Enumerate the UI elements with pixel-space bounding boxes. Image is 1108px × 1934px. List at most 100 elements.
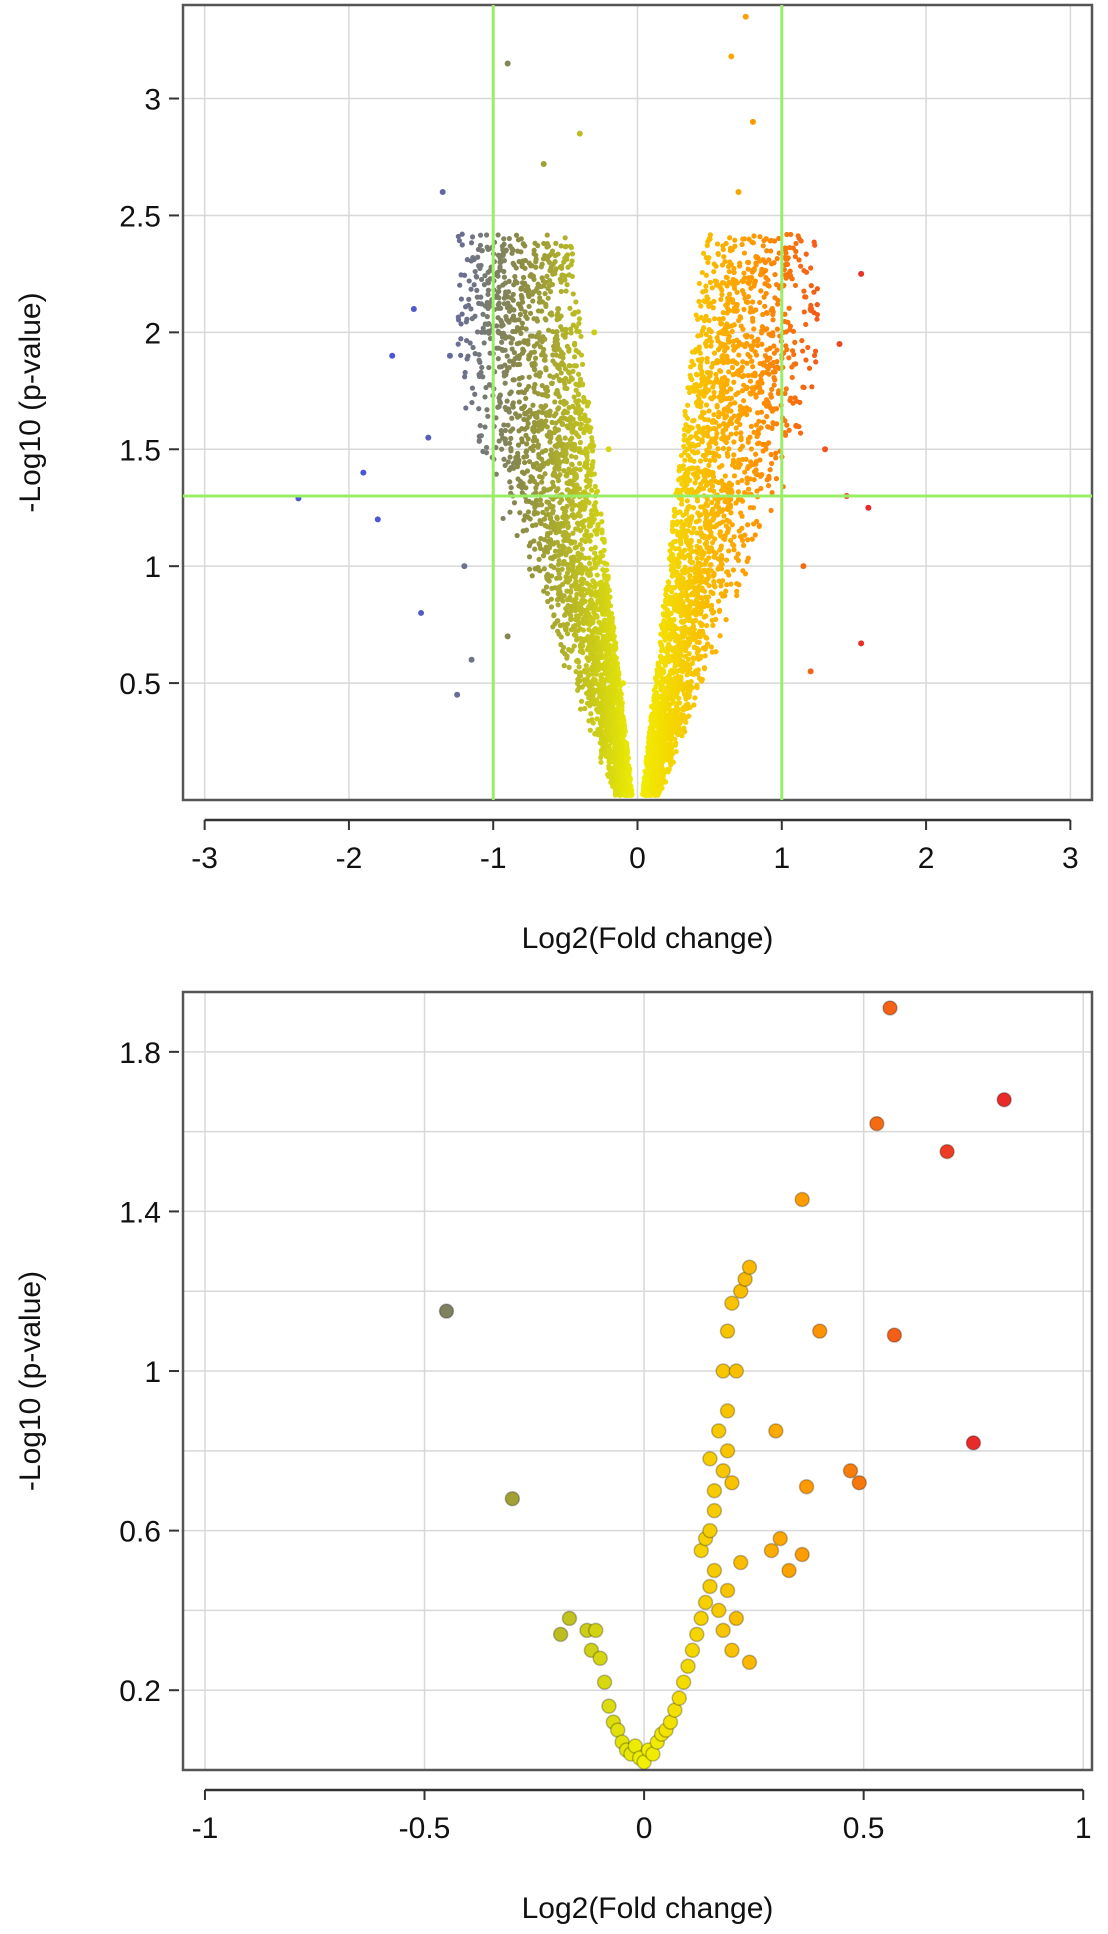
data-point <box>728 581 734 587</box>
data-point <box>574 680 581 687</box>
data-point <box>678 572 684 578</box>
data-point <box>712 478 719 484</box>
data-point <box>733 431 739 437</box>
data-point <box>678 712 684 718</box>
data-point <box>734 337 740 343</box>
data-point <box>701 425 707 431</box>
data-point <box>701 432 707 439</box>
data-point <box>496 284 502 290</box>
data-point <box>720 315 726 322</box>
data-point <box>563 508 569 514</box>
data-point <box>708 339 714 345</box>
data-point <box>682 457 688 463</box>
data-point <box>592 544 598 551</box>
data-point <box>500 282 506 288</box>
data-point <box>691 592 697 598</box>
data-point <box>576 316 583 322</box>
data-point <box>557 276 563 282</box>
data-point <box>613 655 619 661</box>
data-point <box>671 669 677 675</box>
data-point <box>535 308 542 314</box>
data-point <box>691 525 697 531</box>
data-point <box>699 368 705 375</box>
data-point <box>548 380 555 386</box>
data-point <box>706 462 712 468</box>
data-point <box>501 274 508 280</box>
data-point <box>477 242 484 248</box>
data-point <box>607 594 613 600</box>
data-point <box>682 564 688 570</box>
data-point <box>811 289 817 295</box>
data-point <box>670 572 676 578</box>
data-point <box>734 580 740 587</box>
data-point <box>582 705 588 712</box>
data-point <box>556 453 562 459</box>
data-point <box>576 564 583 570</box>
data-point <box>509 336 516 342</box>
data-point <box>698 655 704 661</box>
data-point <box>694 574 700 580</box>
data-point <box>542 291 548 297</box>
data-point <box>518 285 525 291</box>
data-point <box>605 771 611 778</box>
data-point <box>770 330 776 336</box>
data-point <box>594 488 601 494</box>
data-point <box>573 658 580 664</box>
data-point <box>673 638 679 644</box>
data-point <box>614 666 621 672</box>
data-point <box>662 757 668 763</box>
data-point <box>485 287 492 293</box>
data-point <box>703 313 709 319</box>
data-point <box>563 400 569 406</box>
data-point <box>575 371 582 377</box>
data-point <box>755 255 761 261</box>
data-point <box>725 435 731 441</box>
data-point <box>566 362 572 369</box>
data-point <box>652 737 659 743</box>
data-point <box>524 441 530 447</box>
data-point <box>616 719 622 726</box>
data-point <box>557 437 563 443</box>
data-point <box>703 580 709 586</box>
data-point <box>719 292 725 298</box>
data-point <box>516 376 522 382</box>
data-point <box>484 407 490 413</box>
data-point <box>553 266 559 272</box>
data-point <box>707 335 713 341</box>
data-point <box>576 448 582 455</box>
data-point <box>594 572 600 578</box>
data-point <box>552 270 558 277</box>
data-point <box>767 238 773 244</box>
data-point <box>577 439 583 446</box>
data-point <box>814 311 821 318</box>
data-point <box>486 330 492 336</box>
data-point <box>545 295 551 301</box>
data-point <box>716 423 722 429</box>
data-point <box>697 578 703 584</box>
data-point <box>695 603 701 610</box>
data-point <box>771 343 777 349</box>
data-point <box>701 298 707 304</box>
data-point <box>680 512 686 518</box>
data-point <box>618 754 624 761</box>
data-point <box>590 720 596 726</box>
data-point <box>455 317 462 323</box>
data-point <box>703 482 710 488</box>
data-point <box>562 277 568 283</box>
data-point <box>703 470 709 477</box>
data-point <box>730 459 737 465</box>
data-point <box>496 438 502 444</box>
data-point <box>508 435 514 441</box>
data-point <box>523 485 529 491</box>
data-point <box>731 547 737 553</box>
data-point <box>701 603 707 610</box>
data-point <box>545 511 551 517</box>
data-point <box>670 700 676 706</box>
data-point <box>722 473 728 479</box>
data-point <box>502 404 508 411</box>
data-point <box>505 459 511 465</box>
data-point <box>579 576 585 582</box>
data-point <box>744 385 750 392</box>
data-point <box>758 409 765 415</box>
data-point <box>594 614 600 620</box>
